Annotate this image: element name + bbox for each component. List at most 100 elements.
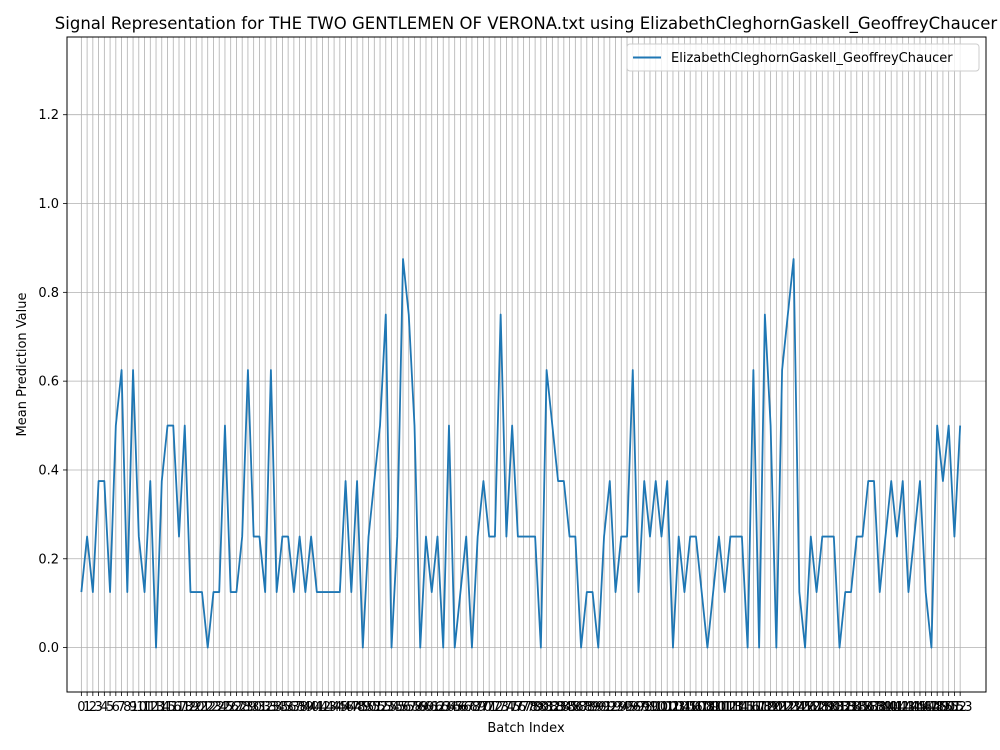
x-tick-label: 59	[412, 700, 429, 715]
data-point	[155, 647, 157, 649]
data-point	[672, 647, 674, 649]
data-point	[862, 536, 864, 538]
data-point	[356, 480, 358, 482]
data-point	[752, 369, 754, 371]
x-tick-label: 128	[804, 700, 829, 715]
legend: ElizabethCleghornGaskell_GeoffreyChaucer	[626, 43, 980, 72]
data-point	[603, 536, 605, 538]
x-tick-label: 10	[131, 700, 148, 715]
x-tick-label: 26	[222, 700, 239, 715]
x-tick-label: 152	[942, 700, 967, 715]
x-tick-label: 141	[879, 700, 904, 715]
x-tick-label: 54	[383, 700, 400, 715]
x-tick-label: 118	[747, 700, 772, 715]
x-tick-label: 76	[510, 700, 527, 715]
x-tick-label: 57	[400, 700, 417, 715]
data-point	[385, 314, 387, 316]
x-tick-label: 148	[919, 700, 944, 715]
data-point	[798, 591, 800, 593]
data-point	[724, 591, 726, 593]
x-axis-label: Batch Index	[487, 721, 565, 736]
x-tick-label: 139	[867, 700, 892, 715]
x-tick-label: 97	[630, 700, 647, 715]
x-tick-label: 101	[649, 700, 674, 715]
data-point	[833, 536, 835, 538]
data-point	[103, 480, 105, 482]
x-tick-label: 99	[642, 700, 659, 715]
data-point	[712, 591, 714, 593]
x-tick-label: 134	[839, 700, 864, 715]
x-tick-label: 145	[902, 700, 927, 715]
x-tick-label: 23	[205, 700, 222, 715]
y-axis-label: Mean Prediction Value	[15, 293, 30, 437]
data-point	[706, 647, 708, 649]
x-tick-label: 13	[148, 700, 165, 715]
data-point	[281, 536, 283, 538]
data-point	[201, 591, 203, 593]
x-tick-label: 137	[856, 700, 881, 715]
data-point	[574, 536, 576, 538]
data-point	[322, 591, 324, 593]
x-tick-label: 67	[458, 700, 475, 715]
data-point	[781, 369, 783, 371]
data-point	[345, 480, 347, 482]
x-tick-label: 91	[596, 700, 613, 715]
data-point	[276, 591, 278, 593]
x-tick-label: 130	[816, 700, 841, 715]
data-point	[563, 480, 565, 482]
x-tick-label: 146	[908, 700, 933, 715]
x-tick-label: 18	[176, 700, 193, 715]
data-point	[80, 591, 82, 593]
data-point	[873, 480, 875, 482]
x-tick-label: 71	[481, 700, 498, 715]
x-tick-label: 82	[544, 700, 561, 715]
legend-box	[626, 43, 980, 72]
data-point	[827, 536, 829, 538]
x-tick-label: 84	[556, 700, 573, 715]
data-point	[896, 536, 898, 538]
data-point	[764, 314, 766, 316]
x-tick-label: 86	[567, 700, 584, 715]
data-point	[391, 647, 393, 649]
data-point	[425, 536, 427, 538]
data-point	[419, 647, 421, 649]
data-point	[138, 536, 140, 538]
x-tick-label: 127	[798, 700, 823, 715]
x-tick-label: 129	[810, 700, 835, 715]
x-tick-label: 20	[188, 700, 205, 715]
x-tick-label: 93	[607, 700, 624, 715]
data-point	[293, 591, 295, 593]
x-tick-label: 88	[579, 700, 596, 715]
x-tick-label: 31	[251, 700, 268, 715]
data-point	[959, 425, 961, 427]
x-tick-label: 1	[83, 700, 91, 715]
data-point	[551, 425, 553, 427]
data-point	[436, 536, 438, 538]
data-point	[494, 536, 496, 538]
data-point	[666, 480, 668, 482]
x-tick-label: 79	[527, 700, 544, 715]
x-tick-label: 115	[729, 700, 754, 715]
x-tick-label: 41	[309, 700, 326, 715]
data-point	[770, 425, 772, 427]
x-ticks: 0123456789101112131415161718192021222324…	[77, 692, 973, 715]
data-point	[936, 425, 938, 427]
y-tick-label: 0.4	[38, 463, 59, 478]
data-point	[678, 536, 680, 538]
y-tick-label: 1.2	[38, 108, 59, 123]
x-tick-label: 74	[498, 700, 515, 715]
data-point	[310, 536, 312, 538]
x-tick-label: 103	[661, 700, 686, 715]
x-tick-label: 39	[297, 700, 314, 715]
x-tick-label: 65	[446, 700, 463, 715]
data-point	[856, 536, 858, 538]
data-point	[184, 425, 186, 427]
x-tick-label: 133	[833, 700, 858, 715]
data-point	[362, 647, 364, 649]
data-point	[316, 591, 318, 593]
data-point	[304, 591, 306, 593]
data-point	[413, 425, 415, 427]
data-point	[580, 647, 582, 649]
x-tick-label: 34	[268, 700, 285, 715]
x-tick-label: 125	[787, 700, 812, 715]
